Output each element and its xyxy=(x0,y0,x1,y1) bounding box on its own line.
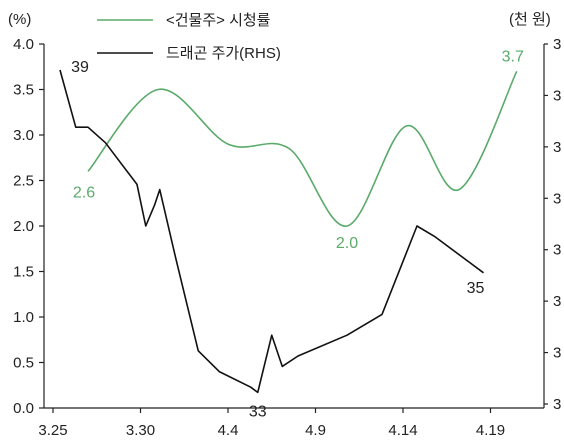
right-tick-label: 3 xyxy=(553,345,561,362)
x-tick-label: 3.30 xyxy=(126,422,155,439)
right-tick-label: 3 xyxy=(553,36,561,53)
legend: <건물주> 시청률 드래곤 주가(RHS) xyxy=(97,12,281,62)
left-tick-label: 3.0 xyxy=(13,127,34,144)
right-tick-label: 3 xyxy=(553,190,561,207)
data-label-stock: 39 xyxy=(71,59,89,76)
data-label-ratings: 2.6 xyxy=(73,184,95,201)
right-axis-unit: (천 원) xyxy=(509,11,551,28)
right-tick-label: 3 xyxy=(553,87,561,104)
x-axis-ticks: 3.25 3.30 4.4 4.9 4.14 4.19 xyxy=(38,408,505,439)
right-tick-label: 3 xyxy=(553,396,561,413)
right-axis-ticks: 3 3 3 3 3 3 3 3 xyxy=(544,36,561,413)
legend-label-stock: 드래곤 주가(RHS) xyxy=(166,45,281,62)
left-axis-unit: (%) xyxy=(8,11,31,28)
legend-label-ratings: <건물주> 시청률 xyxy=(166,12,271,29)
x-tick-label: 4.19 xyxy=(476,422,505,439)
x-tick-label: 4.4 xyxy=(218,422,239,439)
data-label-stock: 33 xyxy=(249,403,267,420)
left-tick-label: 3.5 xyxy=(13,82,34,99)
data-label-ratings: 2.0 xyxy=(336,235,358,252)
left-tick-label: 1.5 xyxy=(13,264,34,281)
data-label-stock: 35 xyxy=(467,280,485,297)
left-tick-label: 4.0 xyxy=(13,36,34,53)
data-label-ratings: 3.7 xyxy=(502,48,524,65)
right-tick-label: 3 xyxy=(553,242,561,259)
left-tick-label: 2.5 xyxy=(13,173,34,190)
x-tick-label: 4.14 xyxy=(388,422,417,439)
left-axis-ticks: 0.0 0.5 1.0 1.5 2.0 2.5 3.0 3.5 4.0 xyxy=(13,36,44,417)
right-tick-label: 3 xyxy=(553,139,561,156)
left-tick-label: 2.0 xyxy=(13,218,34,235)
left-tick-label: 0.0 xyxy=(13,400,34,417)
x-tick-label: 3.25 xyxy=(38,422,67,439)
x-tick-label: 4.9 xyxy=(305,422,326,439)
series-line-stock xyxy=(59,69,484,394)
left-tick-label: 1.0 xyxy=(13,309,34,326)
right-tick-label: 3 xyxy=(553,293,561,310)
left-tick-label: 0.5 xyxy=(13,355,34,372)
data-labels: 2.6 2.0 3.7 39 33 35 xyxy=(71,48,524,420)
series-line-ratings xyxy=(87,70,518,227)
